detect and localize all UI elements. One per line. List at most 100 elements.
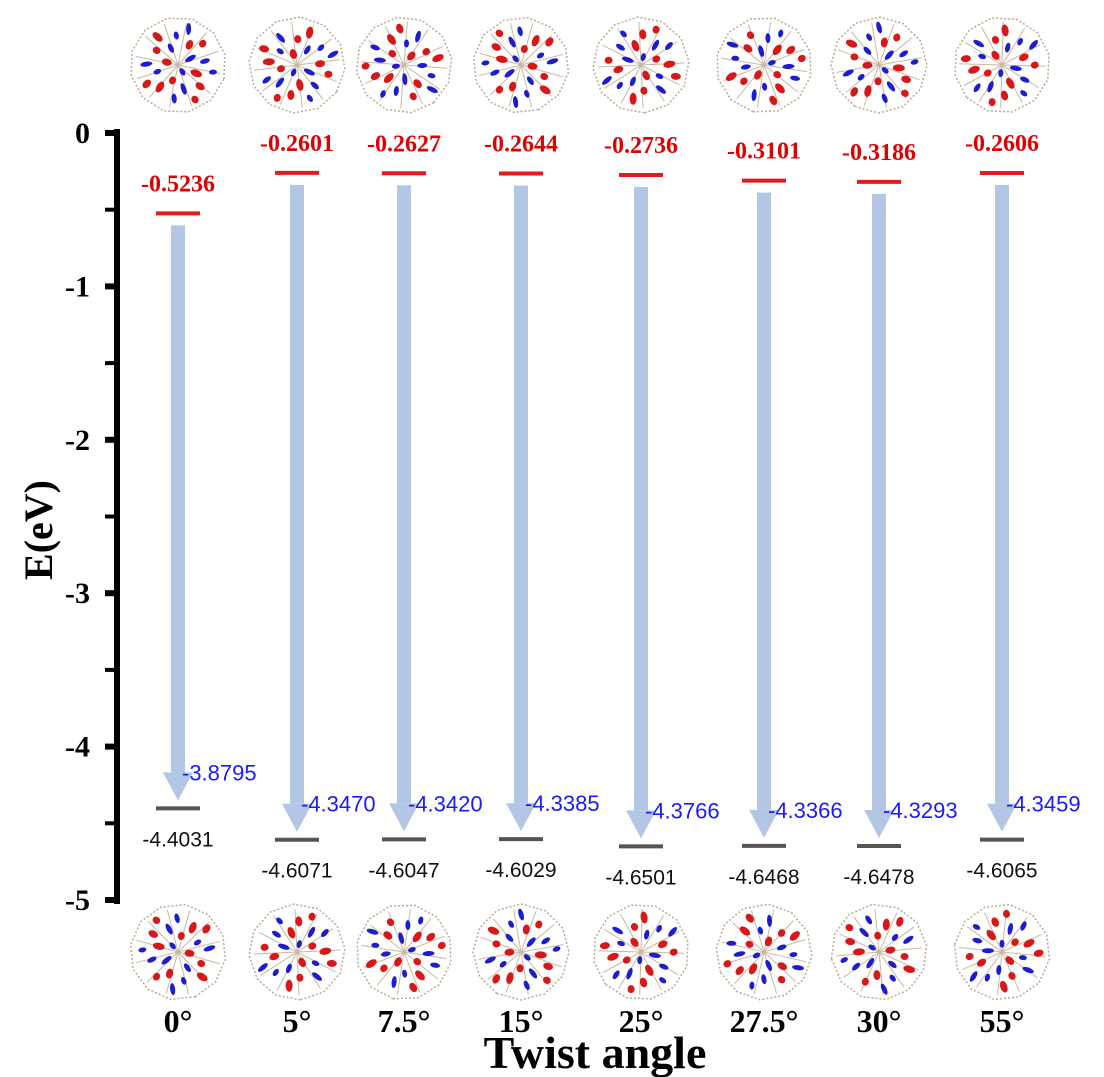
lumo-value-label: -0.3101 [727,139,801,165]
orbital-lobe [852,948,865,956]
gap-arrow-shaft [290,184,304,804]
lumo-orbital-image [716,17,812,113]
orbital-lobe [1008,972,1016,980]
orbital-lobe [403,39,410,48]
orbital-lobe [880,37,888,48]
orbital-lobe [191,95,199,104]
cage-outline [355,16,453,114]
orbital-lobe [512,55,519,63]
lattice-line [850,31,908,99]
homo-value-label: -4.6071 [261,860,332,883]
homo-value-label: -4.4031 [142,828,213,851]
orbital-lobe [761,974,767,985]
orbital-lobe [523,980,530,991]
orbital-lobe [652,25,660,34]
orbital-lobe [631,39,640,52]
orbital-lobe [1020,90,1028,97]
orbital-lobe [726,940,737,946]
orbital-lobe [203,945,216,952]
orbital-lobe [391,976,397,989]
homo-orbital-image [129,903,227,1001]
homo-value-label: -4.6047 [368,859,439,882]
orbital-lobe [327,50,339,59]
orbital-lobe [659,963,669,970]
orbital-lobe [1033,949,1044,957]
y-tick-label: -3 [65,577,90,610]
orbital-lobe [725,72,737,81]
x-category-label: 27.5° [730,1003,799,1039]
orbital-lobe [900,952,909,961]
orbital-lobe [881,93,888,104]
gap-value-label: -4.3385 [525,791,600,816]
x-category-label: 5° [283,1003,312,1039]
orbital-lobe [295,916,303,927]
orbital-lobe [142,79,152,89]
orbital-lobe [752,952,761,959]
orbital-lobe [276,48,284,55]
orbital-lobe [370,44,380,51]
gap-arrow-head [626,810,656,839]
x-category-label: 0° [164,1003,193,1039]
orbital-lobe [173,31,179,40]
orbital-lobe [520,45,528,53]
orbital-lobe [517,26,523,37]
orbital-lobe [656,924,662,933]
x-category-label: 15° [499,1003,544,1039]
orbital-lobe [1029,39,1038,50]
orbital-lobe [179,68,186,76]
orbital-lobe [273,93,281,102]
orbital-lobe [765,959,773,971]
orbital-lobe [513,96,519,109]
orbital-lobe [296,78,304,91]
y-axis-title: E(eV) [16,480,61,580]
orbital-lobe [991,35,1000,44]
orbital-lobe [903,965,916,973]
orbital-lobe [617,940,626,947]
orbital-lobe [543,962,553,971]
orbital-lobe [541,937,551,945]
orbital-lobe [769,95,778,106]
gap-arrow-shaft [514,185,528,804]
orbital-lobe [276,917,283,925]
orbital-lobe [726,41,739,48]
orbital-lobe [864,85,872,97]
lumo-orbital-image [130,17,226,113]
orbital-lobe [505,933,514,942]
cage-outline [954,17,1050,113]
orbital-lobe [181,977,187,985]
orbital-lobe [873,970,881,981]
orbital-lobe [740,77,748,86]
orbital-lobe [324,70,333,78]
orbital-lobe [891,933,899,941]
orbital-lobe [999,939,1005,948]
orbital-lobe [1011,938,1019,946]
orbital-lobe [155,81,165,93]
orbital-lobe [195,82,205,91]
orbital-lobe [528,968,538,979]
orbital-lobe [903,935,914,944]
orbital-lobe [620,30,627,38]
orbital-lobe [745,913,754,923]
orbital-lobe [629,92,637,105]
orbital-lobe [296,940,302,949]
orbital-lobe [797,54,806,63]
orbital-lobe [991,50,1000,60]
orbital-lobe [306,26,314,39]
gap-arrow-shaft [757,192,771,810]
y-tick-label: -1 [65,270,90,303]
orbital-lobe [616,81,623,90]
orbital-lobe [262,58,275,66]
orbital-lobe [602,76,612,85]
gap-arrow-shaft [995,184,1009,804]
orbital-lobe [852,962,861,971]
orbital-lobe [199,39,207,48]
lumo-value-label: -0.5236 [141,171,215,197]
orbital-lobe [167,43,175,53]
orbital-lobe [640,53,646,62]
orbital-lobe [152,32,163,42]
orbital-lobe [308,912,316,921]
orbital-lobe [153,68,162,75]
orbital-lobe [380,90,386,98]
orbital-lobe [642,70,650,81]
x-axis-title: Twist angle [484,1027,707,1077]
